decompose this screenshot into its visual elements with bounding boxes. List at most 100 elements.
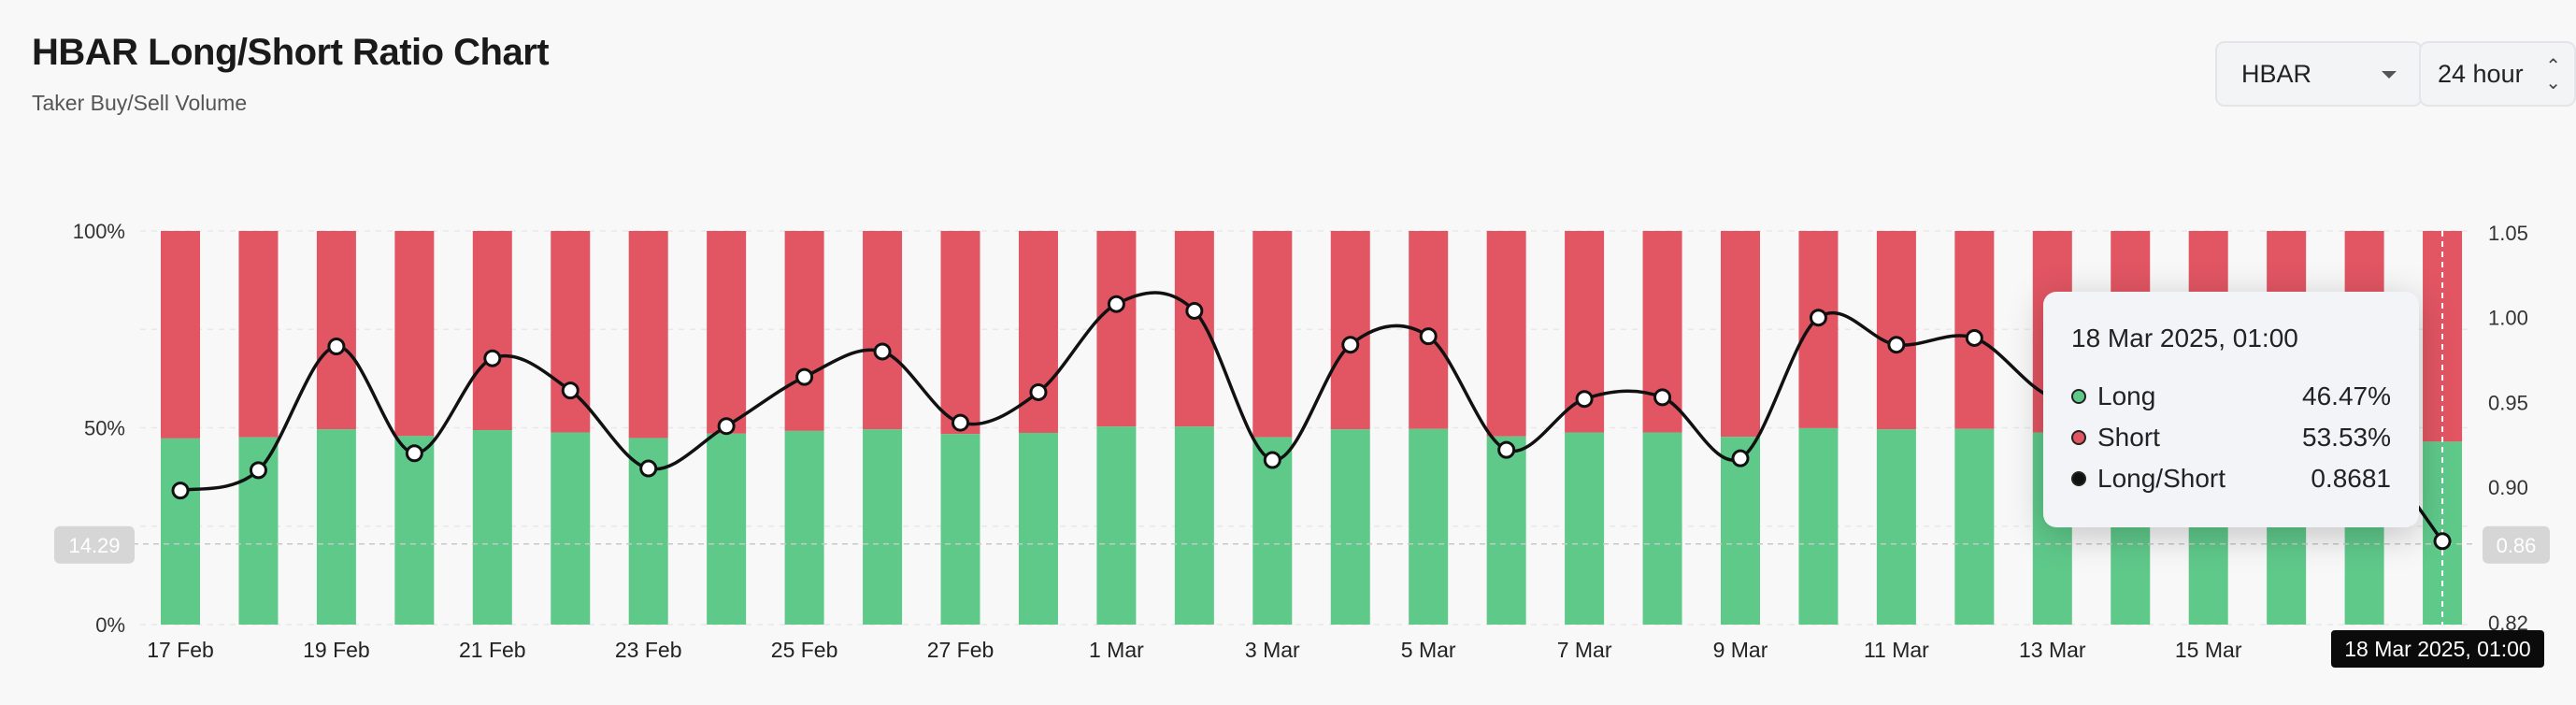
x-tick-label: 7 Mar bbox=[1557, 638, 1612, 662]
tooltip-value: 46.47% bbox=[2302, 381, 2391, 410]
short-bar bbox=[1252, 231, 1293, 438]
long-bar bbox=[1876, 429, 1916, 625]
x-tick-label: 5 Mar bbox=[1401, 638, 1456, 662]
ratio-point bbox=[1419, 327, 1438, 346]
x-tick-label: 11 Mar bbox=[1864, 638, 1929, 662]
period-select[interactable]: 24 hour ⌃ ⌄ bbox=[2419, 41, 2576, 107]
crosshair-right-badge bbox=[2483, 525, 2550, 564]
coin-select[interactable]: HBAR bbox=[2215, 41, 2423, 107]
x-tick-label: 15 Mar bbox=[2175, 638, 2242, 662]
long-bar bbox=[1174, 426, 1214, 625]
ratio-point bbox=[1497, 440, 1516, 459]
long-bar bbox=[784, 430, 824, 625]
crosshair-x-label: 18 Mar 2025, 01:00 bbox=[2344, 637, 2530, 661]
ratio-point bbox=[1653, 388, 1672, 407]
crosshair-x-badge bbox=[2331, 630, 2544, 668]
x-tick-label: 9 Mar bbox=[1713, 638, 1768, 662]
short-bar bbox=[1486, 231, 1526, 437]
ratio-point bbox=[249, 461, 267, 480]
long-bar bbox=[1018, 432, 1058, 625]
x-tick-label: 25 Feb bbox=[771, 638, 838, 662]
long-bar bbox=[551, 432, 591, 625]
long-bar bbox=[161, 438, 200, 625]
ratio-point bbox=[952, 413, 969, 432]
x-tick-label: 3 Mar bbox=[1245, 638, 1300, 662]
coin-select-value: HBAR bbox=[2241, 59, 2312, 88]
x-tick-label: 13 Mar bbox=[2019, 638, 2086, 662]
tooltip-title: 18 Mar 2025, 01:00 bbox=[2071, 324, 2298, 352]
x-tick-label: 17 Feb bbox=[147, 638, 214, 662]
tooltip-label: Long bbox=[2097, 381, 2156, 410]
x-tick-label: 21 Feb bbox=[459, 638, 526, 662]
y-left-tick-label: 50% bbox=[84, 417, 125, 440]
x-tick-label: 27 Feb bbox=[927, 638, 995, 662]
short-bar bbox=[1798, 231, 1839, 428]
ratio-point bbox=[1263, 451, 1281, 469]
ratio-point bbox=[327, 338, 346, 356]
tooltip-row-ratio: Long/Short 0.8681 bbox=[2071, 458, 2391, 499]
short-bar bbox=[472, 231, 512, 431]
short-bar bbox=[316, 231, 356, 430]
long-bar bbox=[1642, 432, 1682, 625]
ratio-point bbox=[1341, 336, 1360, 354]
tooltip-row-long: Long 46.47% bbox=[2071, 376, 2391, 417]
long-bar bbox=[863, 429, 903, 625]
tooltip-row-short: Short 53.53% bbox=[2071, 417, 2391, 458]
crosshair-right-label: 0.86 bbox=[2497, 534, 2537, 557]
long-bar bbox=[394, 436, 435, 625]
short-bar bbox=[940, 231, 980, 435]
x-tick-label: 19 Feb bbox=[303, 638, 370, 662]
short-bar bbox=[784, 231, 824, 431]
ratio-point bbox=[1029, 382, 1048, 401]
ratio-point bbox=[2433, 532, 2452, 551]
ratio-point bbox=[1107, 295, 1125, 313]
short-bar bbox=[1876, 231, 1916, 430]
long-bar bbox=[472, 430, 512, 625]
ratio-point bbox=[1185, 301, 1204, 320]
x-tick-label: 1 Mar bbox=[1089, 638, 1144, 662]
short-bar bbox=[1330, 231, 1370, 430]
ratio-point bbox=[717, 417, 736, 436]
long-bar bbox=[1798, 427, 1839, 625]
long-bar bbox=[940, 434, 980, 625]
ratio-point bbox=[561, 381, 580, 400]
long-bar bbox=[1096, 426, 1137, 625]
page-title: HBAR Long/Short Ratio Chart bbox=[32, 32, 550, 73]
short-bar bbox=[628, 231, 668, 439]
crosshair-left-label: 14.29 bbox=[68, 534, 120, 557]
long-bar bbox=[707, 433, 747, 625]
long-bar bbox=[1330, 429, 1370, 625]
crosshair-left-badge bbox=[54, 525, 135, 564]
y-right-tick-label: 0.90 bbox=[2488, 476, 2528, 499]
tooltip-label: Long/Short bbox=[2097, 464, 2225, 493]
long-bar bbox=[1409, 428, 1449, 625]
ratio-dot-icon bbox=[2071, 471, 2086, 486]
short-bar bbox=[1096, 231, 1137, 427]
short-bar bbox=[863, 231, 903, 430]
up-down-chevron-icon: ⌃ ⌄ bbox=[2545, 56, 2561, 94]
y-right-tick-label: 1.05 bbox=[2488, 222, 2528, 245]
ratio-point bbox=[1809, 309, 1827, 327]
chevron-down-icon bbox=[2382, 71, 2397, 79]
tooltip-label: Short bbox=[2097, 423, 2160, 452]
short-bar bbox=[1721, 231, 1760, 438]
ratio-point bbox=[1731, 449, 1750, 468]
short-bar bbox=[394, 231, 435, 437]
tooltip-value: 0.8681 bbox=[2311, 464, 2391, 493]
x-tick-label: 23 Feb bbox=[615, 638, 682, 662]
long-dot-icon bbox=[2071, 389, 2086, 404]
short-bar bbox=[161, 231, 200, 439]
short-bar bbox=[707, 231, 747, 434]
ratio-point bbox=[1575, 390, 1594, 409]
y-right-tick-label: 0.95 bbox=[2488, 391, 2528, 414]
y-left-tick-label: 0% bbox=[95, 613, 125, 637]
ratio-point bbox=[1965, 328, 1983, 347]
ratio-point bbox=[795, 367, 814, 386]
short-dot-icon bbox=[2071, 430, 2086, 445]
long-bar bbox=[316, 429, 356, 625]
long-bar bbox=[1565, 432, 1605, 625]
ratio-point bbox=[171, 482, 190, 500]
ratio-point bbox=[873, 342, 892, 361]
short-bar bbox=[238, 231, 279, 438]
ratio-point bbox=[1887, 336, 1906, 354]
